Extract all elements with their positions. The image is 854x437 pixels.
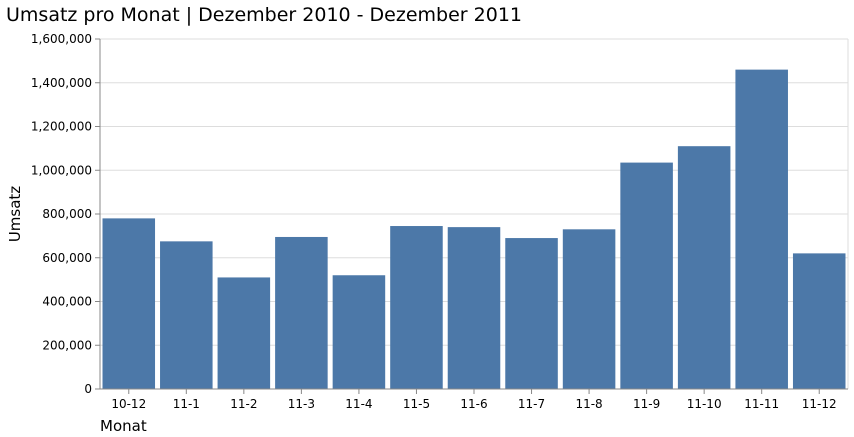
- bars: [102, 69, 846, 389]
- x-tick-label: 11-9: [633, 397, 660, 411]
- x-tick-label: 11-8: [575, 397, 602, 411]
- bar: [620, 162, 673, 389]
- x-tick-label: 11-3: [288, 397, 315, 411]
- x-tick-label: 11-11: [744, 397, 779, 411]
- y-tick-label: 1,200,000: [31, 120, 92, 134]
- y-tick-label: 400,000: [42, 295, 92, 309]
- y-tick-label: 1,600,000: [31, 32, 92, 46]
- x-tick-label: 11-5: [403, 397, 430, 411]
- y-tick-label: 800,000: [42, 207, 92, 221]
- x-tick-label: 11-10: [687, 397, 722, 411]
- y-tick-label: 1,400,000: [31, 76, 92, 90]
- bar: [735, 69, 788, 389]
- x-tick-label: 10-12: [111, 397, 146, 411]
- bar: [677, 146, 731, 389]
- x-tick-label: 11-6: [460, 397, 487, 411]
- bar: [792, 253, 846, 389]
- y-tick-label: 600,000: [42, 251, 92, 265]
- y-tick-label: 1,000,000: [31, 163, 92, 177]
- bar: [447, 227, 501, 389]
- x-tick-label: 11-2: [230, 397, 257, 411]
- x-tick-label: 11-1: [173, 397, 200, 411]
- x-tick-label: 11-4: [345, 397, 372, 411]
- x-tick-label: 11-12: [802, 397, 837, 411]
- bar: [160, 241, 213, 389]
- bar: [390, 226, 443, 389]
- chart-title: Umsatz pro Monat | Dezember 2010 - Dezem…: [6, 4, 522, 26]
- bar: [562, 229, 616, 389]
- bar: [102, 218, 156, 389]
- x-axis-title: Monat: [100, 417, 147, 435]
- bar: [275, 236, 328, 389]
- y-axis-title: Umsatz: [6, 186, 24, 242]
- bar: [217, 277, 271, 389]
- y-tick-label: 200,000: [42, 338, 92, 352]
- y-tick-label: 0: [84, 382, 92, 396]
- x-tick-label: 11-7: [518, 397, 545, 411]
- bar: [505, 238, 558, 389]
- bar: [332, 275, 386, 389]
- axes: 0 200,000 400,000 600,000 800,000 1,000,000 1,…: [31, 32, 848, 411]
